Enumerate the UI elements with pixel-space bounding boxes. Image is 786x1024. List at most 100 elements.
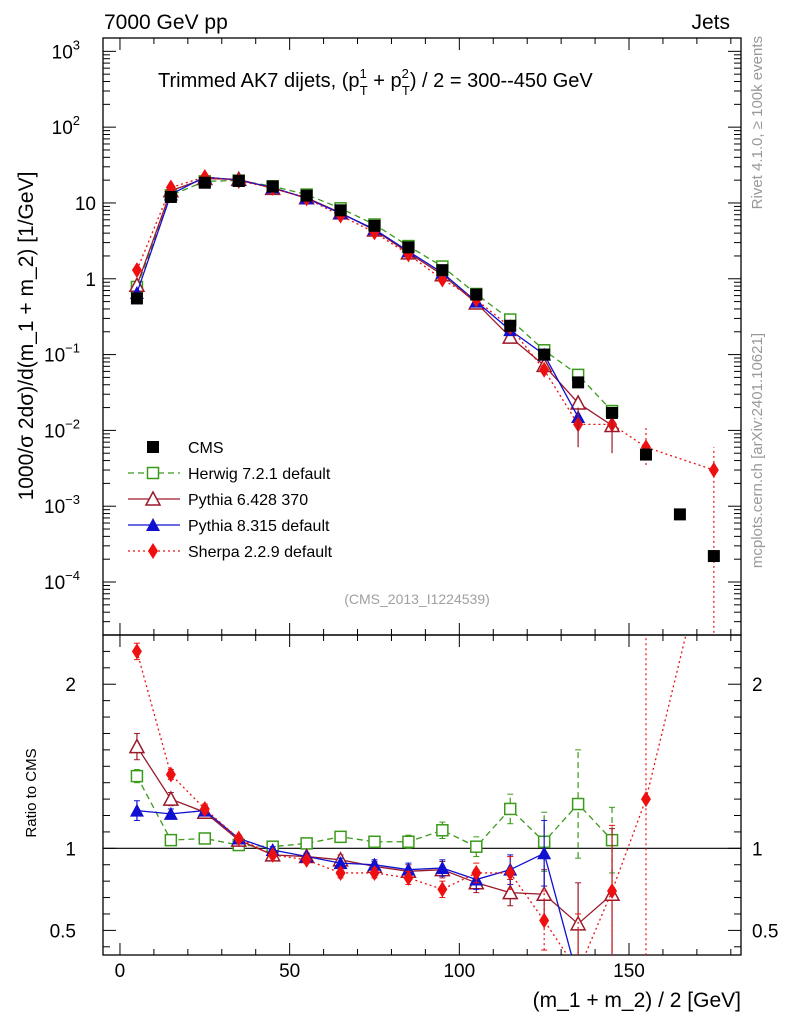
pythia-8-315-default-ratio-point	[333, 856, 348, 870]
ratio-tick-label-right: 1	[752, 839, 763, 860]
sherpa-2-2-9-default-ratio-point	[471, 864, 482, 881]
sherpa-2-2-9-default-line	[136, 176, 715, 471]
herwig-7-2-1-default-ratio-point	[402, 835, 415, 849]
upper-series-group	[128, 169, 720, 635]
rivet-version-label: Rivet 4.1.0, ≥ 100k events	[749, 36, 766, 209]
y-tick-label: 10−2	[44, 416, 80, 442]
sherpa-2-2-9-default-ratio-point	[539, 912, 550, 929]
ratio-tick-label-left: 2	[65, 675, 76, 696]
sherpa-2-2-9-default-ratio-point	[165, 766, 176, 783]
pythia-8-315-default-ratio-point	[163, 806, 178, 820]
sherpa-2-2-9-default-ratio-line	[136, 635, 687, 955]
herwig-7-2-1-default-ratio-point	[436, 824, 449, 837]
cms-data-point	[402, 241, 415, 254]
herwig-7-2-1-default-ratio-point	[571, 797, 585, 811]
cms-data-point	[334, 204, 347, 217]
cms-data-point	[198, 176, 211, 189]
pythia-8-315-default-line	[136, 176, 579, 418]
data-series	[128, 169, 720, 986]
y-tick-label: 10	[75, 194, 96, 215]
pythia-8-315-default-ratio-point	[129, 803, 144, 817]
sherpa-2-2-9-default-point	[708, 462, 719, 479]
sherpa-2-2-9-default-ratio-point	[709, 512, 719, 528]
sherpa-2-2-9-default-ratio-point	[403, 869, 414, 886]
pythia-8-315-default-ratio-point	[537, 846, 552, 860]
sherpa-2-2-9-default-ratio-point	[369, 864, 380, 881]
legend-label-pythia-8-315-default: Pythia 8.315 default	[188, 518, 330, 535]
ratio-tick-label-left: 0.5	[50, 921, 76, 942]
cms-data-point	[572, 376, 585, 389]
cms-data-point	[639, 448, 652, 461]
herwig-7-2-1-default-line	[136, 179, 613, 412]
pythia-8-315-default-ratio-point	[571, 973, 585, 986]
sherpa-2-2-9-default-point	[131, 262, 142, 279]
cms-data-point	[368, 219, 381, 232]
cms-data-point	[538, 348, 551, 361]
legend-marker-pythia-6-428-370	[144, 490, 162, 506]
header-energy-label: 7000 GeV pp	[104, 11, 228, 34]
pythia-6-428-370-ratio-point	[128, 738, 146, 754]
herwig-7-2-1-default-ratio-point	[368, 835, 381, 849]
legend-label-sherpa-2-2-9-default: Sherpa 2.2.9 default	[188, 544, 333, 561]
legend-marker-herwig-7-2-1-default	[146, 466, 160, 480]
ratio-tick-label-right: 0.5	[752, 921, 778, 942]
herwig-7-2-1-default-ratio-point	[503, 802, 517, 816]
plot-title: Trimmed AK7 dijets, (p1 T + p2 T) / 2 = 30…	[158, 66, 593, 98]
x-tick-label: 50	[279, 961, 300, 982]
cms-data-point	[707, 550, 720, 563]
pythia-6-428-370-ratio-point	[162, 790, 180, 806]
analysis-id-watermark: (CMS_2013_I1224539)	[344, 591, 490, 607]
ratio-tick-label-left: 1	[65, 839, 76, 860]
sherpa-2-2-9-default-ratio-point	[505, 864, 516, 881]
cms-data-point	[130, 292, 143, 305]
upper-y-axis-label: 1000/σ 2dσ)/d(m_1 + m_2) [1/GeV]	[15, 172, 38, 501]
pythia-8-315-default-ratio-point	[435, 861, 450, 875]
header-category-label: Jets	[691, 11, 730, 34]
sherpa-2-2-9-default-ratio-point	[131, 643, 142, 660]
herwig-7-2-1-default-ratio-point	[300, 837, 313, 850]
legend-marker-sherpa-2-2-9-default	[148, 543, 158, 559]
pythia-6-428-370-ratio-point	[501, 884, 519, 900]
pythia-8-315-default-ratio-point	[367, 857, 382, 871]
herwig-7-2-1-default-ratio-point	[470, 840, 483, 853]
cms-data-point	[266, 180, 279, 193]
herwig-7-2-1-default-ratio-point	[334, 830, 347, 844]
x-tick-label: 100	[443, 961, 475, 982]
sherpa-2-2-9-default-ratio-point	[199, 800, 210, 817]
sherpa-2-2-9-default-point	[539, 361, 550, 378]
sherpa-2-2-9-default-ratio-point	[607, 883, 618, 899]
sherpa-2-2-9-default-ratio-point	[573, 963, 583, 979]
y-tick-label: 1	[85, 270, 96, 291]
ratio-y-axis-label: Ratio to CMS	[23, 748, 40, 837]
cms-data-point	[504, 319, 517, 332]
y-tick-label: 103	[52, 37, 80, 63]
sherpa-2-2-9-default-ratio-point	[437, 881, 448, 898]
legend-label-herwig-7-2-1-default: Herwig 7.2.1 default	[188, 466, 331, 483]
cms-data-point	[300, 189, 313, 202]
cms-data-point	[436, 264, 449, 277]
pythia-6-428-370-point	[501, 328, 519, 344]
sherpa-2-2-9-default-ratio-point	[301, 851, 312, 868]
cms-data-point	[232, 174, 245, 187]
ratio-series-group	[128, 512, 719, 986]
cms-data-point	[164, 190, 177, 203]
herwig-7-2-1-default-ratio-point	[130, 769, 144, 783]
x-tick-label: 0	[115, 961, 126, 982]
x-axis-label: (m_1 + m_2) / 2 [GeV]	[533, 989, 741, 1012]
x-tick-label: 150	[613, 961, 645, 982]
y-tick-label: 10−4	[44, 568, 80, 594]
y-tick-label: 10−1	[44, 341, 80, 367]
herwig-7-2-1-default-ratio-point	[164, 833, 178, 847]
legend-marker-pythia-8-315-default	[146, 518, 160, 531]
y-tick-label: 102	[52, 113, 80, 139]
y-tick-label: 10−3	[44, 492, 80, 518]
mcplots-credit-label: mcplots.cern.ch [arXiv:2401.10621]	[749, 333, 766, 568]
legend: CMS Herwig 7.2.1 default Pythia 6.428 370 P…	[128, 440, 333, 561]
sherpa-2-2-9-default-ratio-point	[267, 846, 278, 863]
legend-label-pythia-6-428-370: Pythia 6.428 370	[188, 492, 308, 509]
sherpa-2-2-9-default-ratio-point	[640, 791, 651, 808]
ratio-tick-label-right: 2	[752, 675, 763, 696]
sherpa-2-2-9-default-ratio-point	[335, 864, 346, 881]
